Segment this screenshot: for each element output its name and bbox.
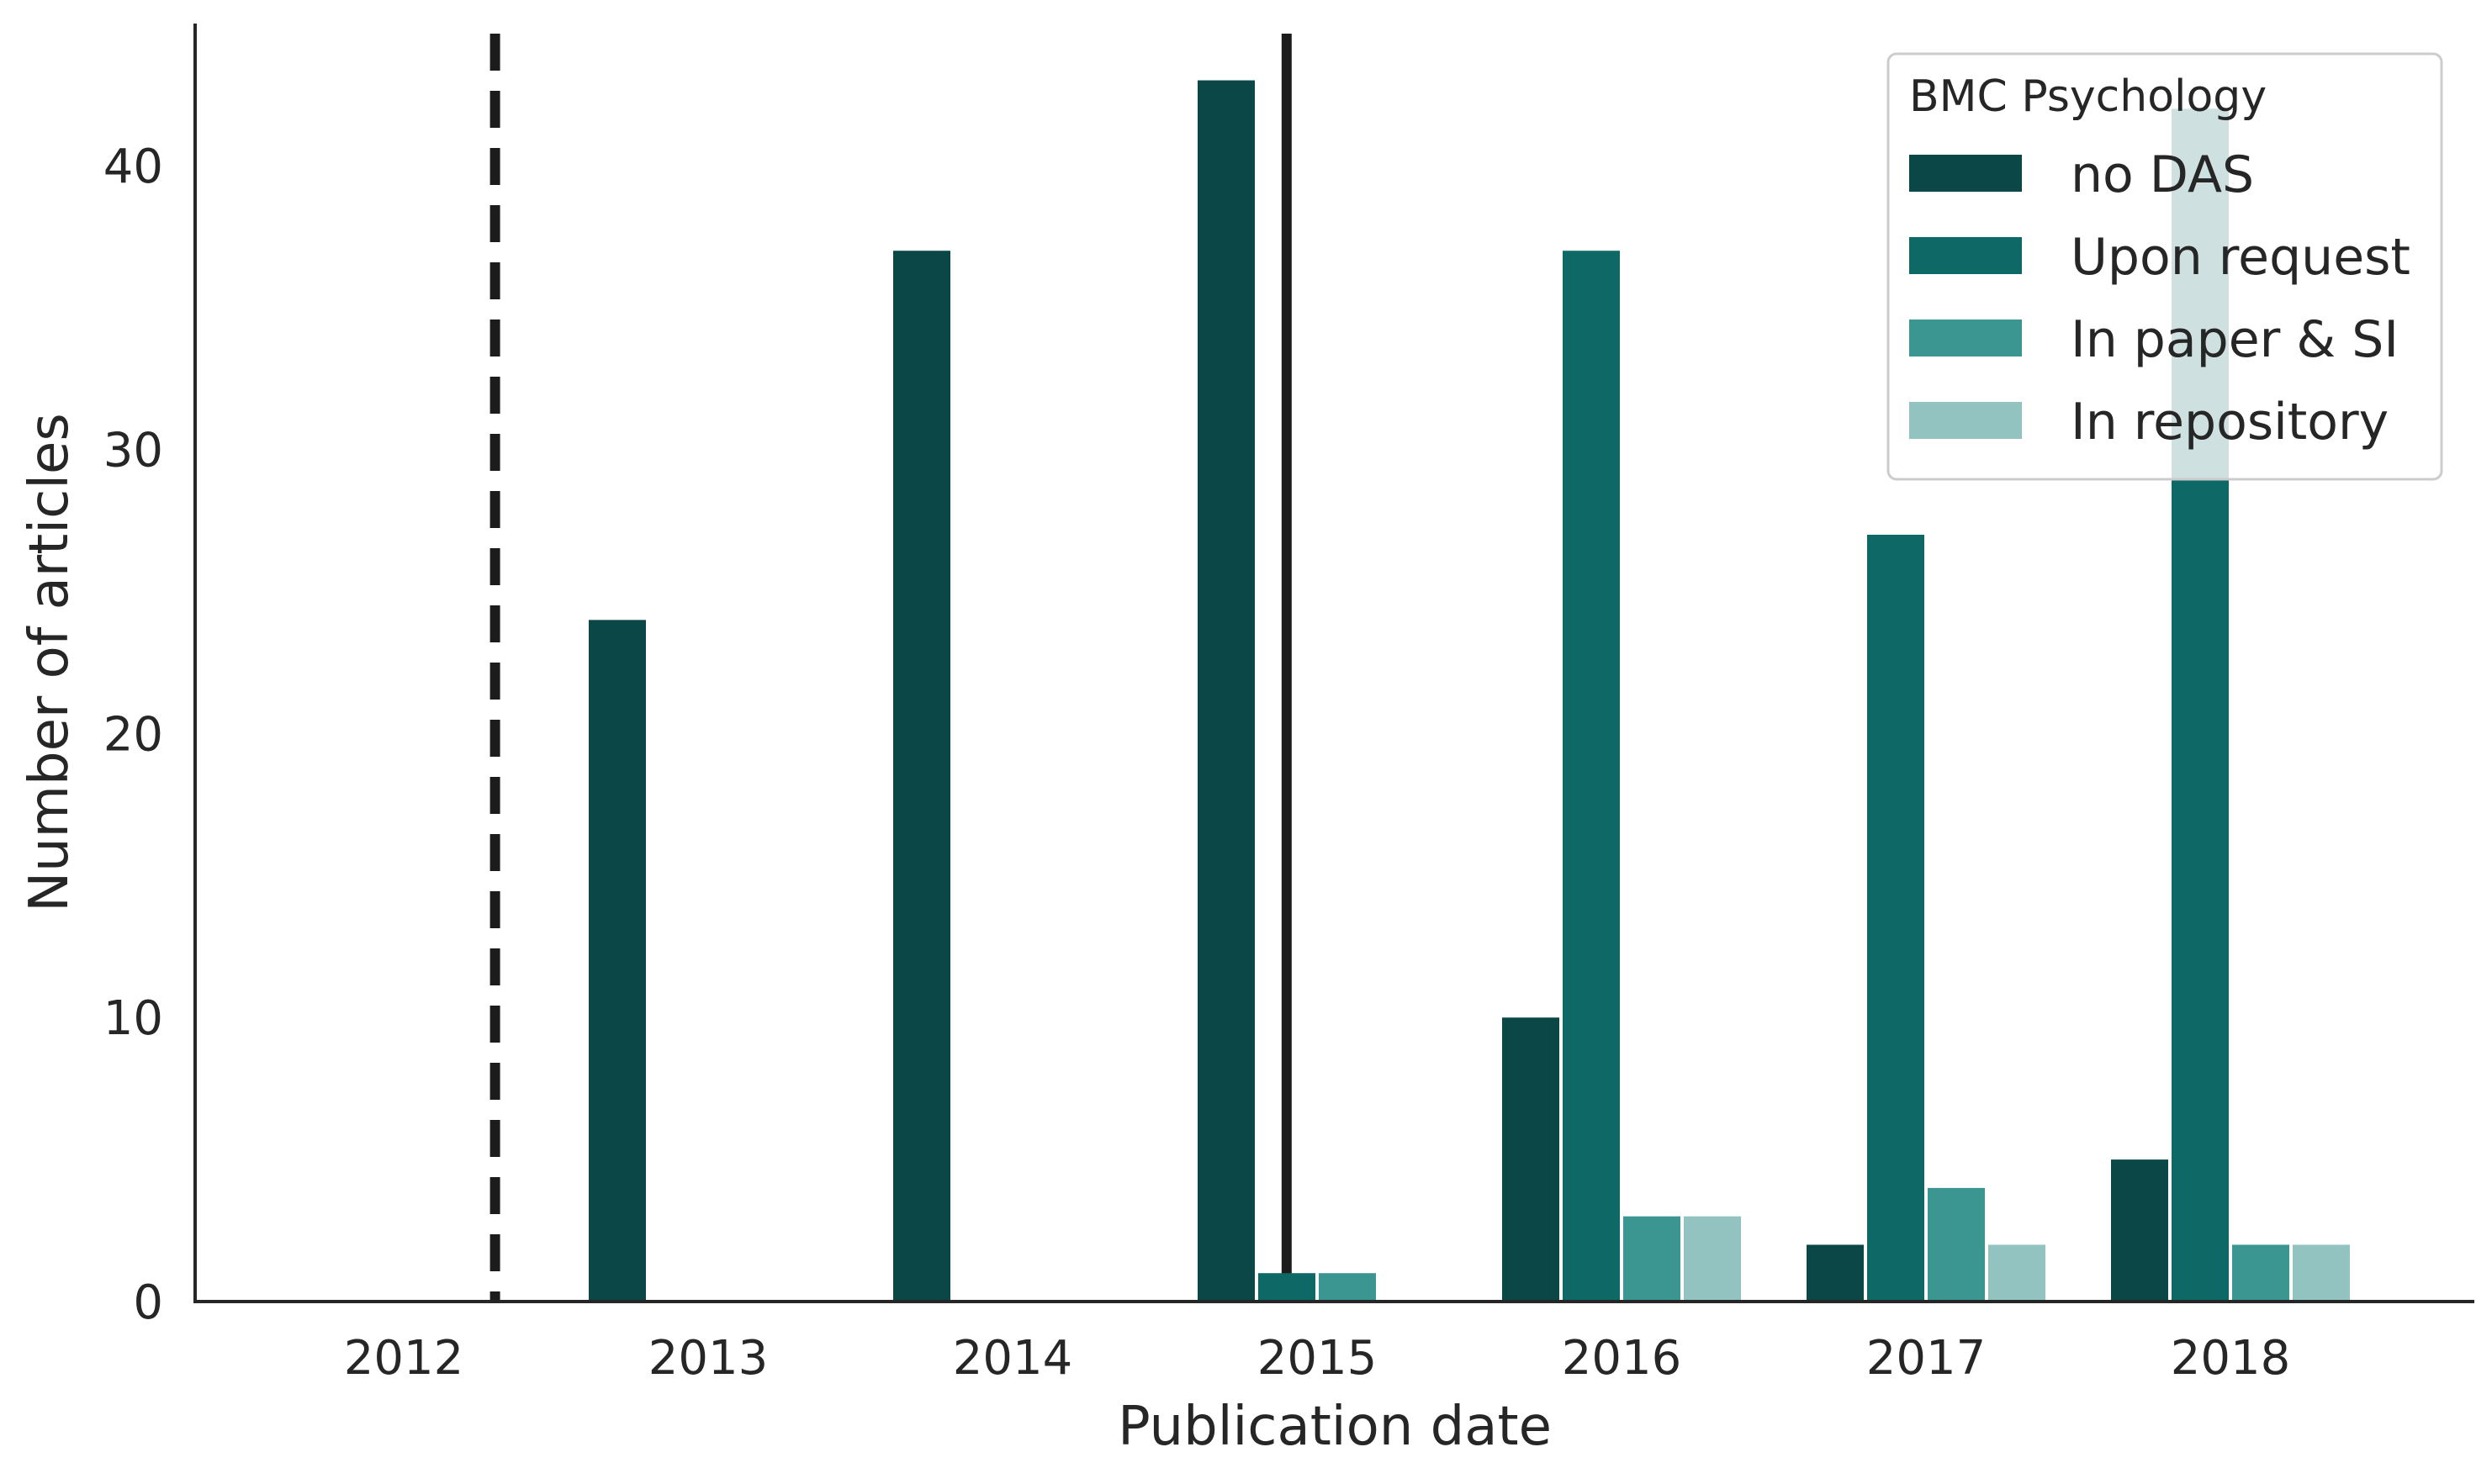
bar-no-das-2013: [589, 620, 646, 1302]
legend-items: no DAS Upon request In paper & SI In reposi…: [1909, 145, 2410, 452]
legend-label: no DAS: [2071, 145, 2254, 204]
legend-label: In paper & SI: [2071, 310, 2399, 369]
y-tick-label: 20: [103, 707, 163, 762]
legend-title: BMC Psychology: [1909, 71, 2267, 122]
bar-upon-request-2017: [1867, 535, 1924, 1302]
bar-no-das-2015: [1198, 80, 1255, 1302]
bar-in-repository-2016: [1684, 1216, 1741, 1302]
x-tick-label: 2012: [344, 1331, 464, 1386]
y-tick-label: 30: [103, 424, 163, 478]
bar-upon-request-2016: [1563, 251, 1620, 1302]
x-tick-label: 2015: [1257, 1331, 1378, 1386]
x-tick-label: 2018: [2171, 1331, 2291, 1386]
x-tick-labels: 2012 2013 2014 2015 2016 2017 2018: [344, 1331, 2291, 1386]
legend-swatch: [1909, 402, 2022, 439]
x-tick-label: 2017: [1866, 1331, 1987, 1386]
y-tick-labels: 0 10 20 30 40: [103, 140, 163, 1330]
legend-frame: [1886, 52, 2443, 481]
x-tick-label: 2016: [1562, 1331, 1682, 1386]
reference-lines: [489, 34, 1292, 1302]
bar-no-das-2014: [893, 251, 950, 1302]
bar-in-paper-si-2017: [1928, 1187, 1985, 1302]
legend: BMC Psychology no DAS Upon request In pape…: [1886, 52, 2443, 481]
bar-in-paper-si-2018: [2232, 1244, 2289, 1302]
legend-label: In repository: [2071, 393, 2389, 452]
legend-swatch: [1909, 320, 2022, 356]
bar-in-repository-2018: [2293, 1244, 2350, 1302]
bar-in-repository-2017: [1988, 1244, 2045, 1302]
bars: [589, 80, 2350, 1302]
legend-swatch: [1909, 237, 2022, 274]
legend-swatch: [1909, 155, 2022, 192]
bar-no-das-2018: [2111, 1159, 2168, 1302]
bar-in-paper-si-2016: [1623, 1216, 1680, 1302]
y-axis-title: Number of articles: [19, 413, 81, 912]
legend-label: Upon request: [2071, 228, 2410, 287]
y-tick-label: 40: [103, 140, 163, 194]
y-tick-label: 10: [103, 991, 163, 1046]
bar-in-paper-si-2015: [1319, 1273, 1376, 1302]
bar-upon-request-2015: [1258, 1273, 1315, 1302]
x-tick-label: 2013: [648, 1331, 769, 1386]
x-axis-title: Publication date: [1118, 1396, 1552, 1458]
bar-no-das-2017: [1807, 1244, 1864, 1302]
bar-no-das-2016: [1502, 1017, 1559, 1302]
x-tick-label: 2014: [953, 1331, 1073, 1386]
y-tick-label: 0: [133, 1275, 163, 1330]
